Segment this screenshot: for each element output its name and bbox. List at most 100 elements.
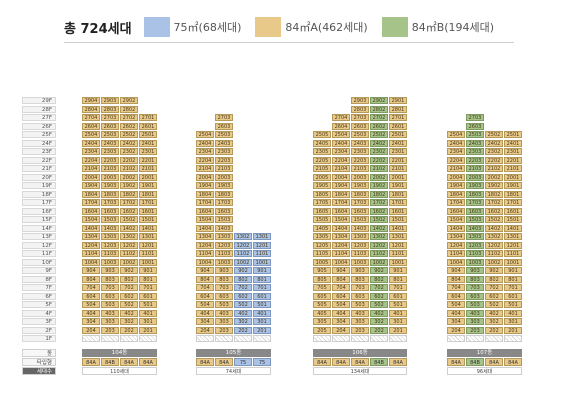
unit-cell: 1302 [120, 233, 138, 240]
unit-cell: 304 [82, 318, 100, 325]
floor-label: 4F [22, 309, 56, 317]
unit-cell: 903 [215, 267, 233, 274]
floor-label: 23F [22, 148, 56, 155]
legend-label-75: 75㎡(68세대) [173, 21, 242, 34]
pilotis-cell [215, 335, 233, 342]
unit-cell: 2504 [82, 131, 100, 138]
unit-type-cell: 84A [215, 358, 233, 366]
unit-cell: 1301 [389, 233, 407, 240]
unit-cell: 603 [466, 292, 484, 300]
unit-cell: 1102 [234, 250, 252, 257]
pilotis-cell [120, 335, 138, 342]
unit-cell: 2202 [370, 156, 388, 164]
pilotis-cell [253, 335, 271, 342]
unit-cell: 2902 [370, 97, 388, 104]
unit-cell: 2701 [139, 114, 157, 121]
unit-cell: 2405 [313, 139, 331, 147]
unit-cell: 1002 [485, 258, 503, 266]
unit-cell: 902 [370, 267, 388, 274]
unit-cell: 1902 [370, 182, 388, 189]
unit-cell: 1403 [466, 224, 484, 232]
unit-cell: 1503 [215, 216, 233, 223]
unit-cell: 1403 [101, 224, 119, 232]
unit-cell: 2104 [82, 165, 100, 172]
unit-cell: 901 [139, 267, 157, 274]
unit-cell: 204 [196, 326, 214, 334]
unit-cell: 1202 [120, 241, 138, 249]
unit-cell: 2404 [332, 139, 350, 147]
unit-cell: 2403 [351, 139, 369, 147]
unit-cell: 1602 [370, 207, 388, 215]
unit-cell: 703 [101, 284, 119, 291]
unit-cell: 1003 [351, 258, 369, 266]
pilotis-cell [370, 335, 388, 342]
unit-cell: 1203 [466, 241, 484, 249]
unit-cell: 1103 [466, 250, 484, 257]
unit-cell: 503 [101, 301, 119, 308]
unit-cell: 901 [389, 267, 407, 274]
unit-cell: 703 [215, 284, 233, 291]
unit-cell: 702 [234, 284, 252, 291]
unit-cell: 2701 [389, 114, 407, 121]
unit-cell: 2803 [101, 105, 119, 113]
unit-cell: 2503 [215, 131, 233, 138]
unit-cell: 2402 [120, 139, 138, 147]
pilotis-cell [234, 335, 252, 342]
unit-cell: 2302 [370, 148, 388, 155]
unit-cell: 605 [313, 292, 331, 300]
legend-item-75: 75㎡(68세대) [143, 17, 242, 37]
unit-cell: 2303 [351, 148, 369, 155]
unit-cell: 903 [351, 267, 369, 274]
unit-cell: 303 [351, 318, 369, 325]
unit-cell: 1303 [466, 233, 484, 240]
unit-cell: 1003 [466, 258, 484, 266]
unit-cell: 2602 [370, 122, 388, 130]
unit-cell: 1103 [351, 250, 369, 257]
unit-cell: 403 [215, 309, 233, 317]
unit-cell: 804 [196, 275, 214, 283]
unit-cell: 1201 [504, 241, 522, 249]
unit-cell: 1103 [101, 250, 119, 257]
unit-cell: 2802 [370, 105, 388, 113]
unit-cell: 1304 [332, 233, 350, 240]
unit-cell: 1902 [485, 182, 503, 189]
unit-cell: 1002 [120, 258, 138, 266]
unit-cell: 1803 [215, 190, 233, 198]
building-unit-count: 134세대 [313, 367, 407, 375]
unit-cell: 301 [504, 318, 522, 325]
unit-type-cell: 84A [313, 358, 331, 366]
unit-cell: 1201 [253, 241, 271, 249]
unit-cell: 204 [332, 326, 350, 334]
unit-cell: 2401 [504, 139, 522, 147]
unit-cell: 501 [504, 301, 522, 308]
unit-cell: 1505 [313, 216, 331, 223]
unit-cell: 1604 [196, 207, 214, 215]
unit-cell: 702 [485, 284, 503, 291]
unit-cell: 404 [196, 309, 214, 317]
unit-cell: 1803 [101, 190, 119, 198]
unit-cell: 501 [253, 301, 271, 308]
unit-cell: 2703 [351, 114, 369, 121]
legend-swatch-84a [255, 17, 282, 37]
unit-cell: 1104 [196, 250, 214, 257]
unit-cell: 901 [253, 267, 271, 274]
unit-cell: 1903 [351, 182, 369, 189]
unit-cell: 2003 [101, 173, 119, 181]
unit-cell: 2004 [82, 173, 100, 181]
unit-cell: 505 [313, 301, 331, 308]
unit-cell: 801 [389, 275, 407, 283]
floor-label: 25F [22, 131, 56, 138]
unit-cell: 1101 [253, 250, 271, 257]
unit-cell: 1205 [313, 241, 331, 249]
unit-cell: 1601 [139, 207, 157, 215]
unit-cell: 2702 [370, 114, 388, 121]
unit-cell: 1903 [215, 182, 233, 189]
unit-cell: 1501 [504, 216, 522, 223]
unit-cell: 504 [82, 301, 100, 308]
unit-cell: 1202 [234, 241, 252, 249]
unit-cell: 2202 [485, 156, 503, 164]
floor-label: 17F [22, 199, 56, 206]
unit-cell: 1402 [485, 224, 503, 232]
unit-cell: 2501 [504, 131, 522, 138]
floor-label: 16F [22, 207, 56, 215]
